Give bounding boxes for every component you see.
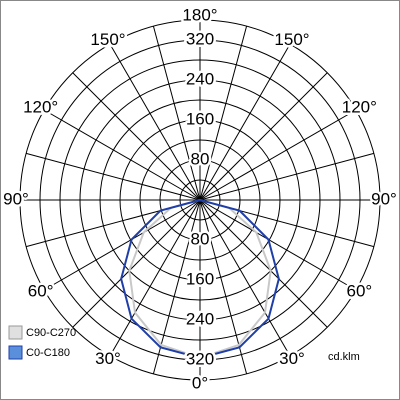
- grid-spoke: [199, 26, 248, 201]
- angle-tick-label: 60°: [346, 281, 372, 300]
- grid-spoke: [26, 152, 201, 201]
- legend-label: C90-C270: [26, 327, 76, 339]
- angle-tick-label: 30°: [279, 349, 305, 368]
- grid-spoke: [199, 43, 291, 201]
- r-tick-label: 80: [191, 229, 210, 248]
- r-tick-label: 320: [186, 349, 214, 368]
- r-tick-label: 240: [186, 69, 214, 88]
- grid-spoke: [43, 109, 201, 201]
- grid-spoke: [199, 152, 374, 201]
- series-line: [120, 198, 280, 360]
- angle-tick-label: 90°: [3, 189, 29, 208]
- grid-spoke: [199, 109, 357, 201]
- angle-tick-label: 0°: [192, 373, 208, 392]
- grid-spoke: [43, 199, 201, 291]
- grid-spoke: [199, 199, 357, 291]
- unit-label: cd.klm: [328, 351, 360, 363]
- r-tick-label: 160: [186, 109, 214, 128]
- grid-spoke: [109, 43, 201, 201]
- legend-label: C0-C180: [26, 347, 70, 359]
- angle-tick-label: 150°: [274, 30, 309, 49]
- grid-spoke: [199, 199, 291, 357]
- angle-tick-label: 180°: [182, 5, 217, 24]
- angle-tick-label: 60°: [28, 281, 54, 300]
- angle-tick-label: 120°: [342, 97, 377, 116]
- angle-tick-label: 120°: [23, 97, 58, 116]
- grid-spoke: [72, 199, 201, 328]
- r-tick-label: 160: [186, 269, 214, 288]
- r-tick-label: 80: [191, 149, 210, 168]
- angle-tick-label: 150°: [90, 30, 125, 49]
- angle-tick-label: 90°: [371, 189, 397, 208]
- angle-tick-label: 30°: [95, 349, 121, 368]
- grid-spoke: [152, 26, 201, 201]
- r-tick-label: 320: [186, 29, 214, 48]
- grid-spoke: [72, 72, 201, 201]
- grid-spoke: [199, 72, 328, 201]
- legend-swatch: [8, 345, 23, 360]
- legend-swatch: [8, 325, 23, 340]
- grid-spoke: [199, 199, 328, 328]
- r-tick-label: 240: [186, 309, 214, 328]
- grid-spoke: [109, 199, 201, 357]
